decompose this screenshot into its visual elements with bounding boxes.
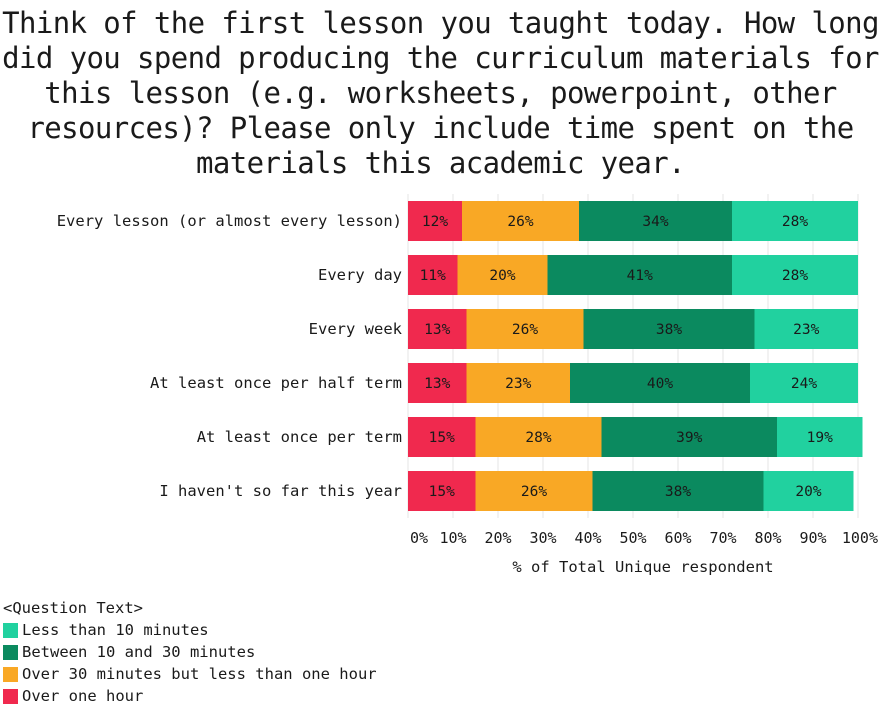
bar-segment — [408, 201, 462, 241]
x-tick-label: 70% — [709, 529, 736, 547]
legend-item: Over one hour — [3, 685, 377, 707]
x-tick-label: 100% — [842, 529, 878, 547]
category-label: At least once per term — [197, 428, 402, 446]
x-tick-label: 30% — [529, 529, 556, 547]
bar-segment — [466, 309, 584, 349]
chart-title: Think of the first lesson you taught tod… — [2, 6, 879, 180]
legend-item: Over 30 minutes but less than one hour — [3, 663, 377, 685]
data-label: 26% — [512, 322, 538, 338]
data-label: 15% — [429, 430, 455, 446]
category-label: At least once per half term — [150, 374, 402, 392]
grid-layer — [407, 194, 859, 518]
bar-segment — [408, 255, 458, 295]
data-label: 20% — [795, 484, 821, 500]
legend-swatch — [3, 666, 18, 682]
x-tick-label: 20% — [484, 529, 511, 547]
category-label: Every day — [318, 266, 402, 284]
bar-segment — [475, 417, 602, 457]
category-label-layer: Every lesson (or almost every lesson) Eve… — [57, 212, 403, 500]
bar-segment — [570, 363, 750, 403]
x-tick-label: 0% — [410, 529, 428, 547]
x-axis-title: % of Total Unique respondent — [512, 558, 773, 576]
legend: <Question Text> Less than 10 minutes Betw… — [3, 597, 377, 707]
legend-label: Between 10 and 30 minutes — [22, 643, 256, 661]
bar-segment — [547, 255, 732, 295]
data-label: 24% — [791, 376, 817, 392]
data-label: 41% — [627, 268, 653, 284]
data-label-layer: 12% 26% 34% 28% 11% 20% 41% 28% 13% 26% 38% 23% 13% 2… — [420, 214, 833, 500]
data-label: 40% — [647, 376, 673, 392]
bar-segment — [732, 201, 858, 241]
data-label: 26% — [507, 214, 533, 230]
bar-segment — [408, 309, 467, 349]
bar-segment — [777, 417, 863, 457]
bar-segment — [408, 471, 476, 511]
bar-segment — [750, 363, 858, 403]
data-label: 12% — [422, 214, 448, 230]
data-label: 38% — [656, 322, 682, 338]
bar-segment — [763, 471, 854, 511]
legend-label: Less than 10 minutes — [22, 621, 209, 639]
data-label: 19% — [807, 430, 833, 446]
x-tick-layer: 0% 10% 20% 30% 40% 50% 60% 70% 80% 90% 100% — [410, 529, 878, 547]
bar-segment — [408, 417, 476, 457]
bar-segment — [462, 201, 579, 241]
legend-swatch — [3, 622, 18, 638]
bar-segment — [408, 363, 467, 403]
data-label: 39% — [676, 430, 702, 446]
legend-label: Over one hour — [22, 687, 144, 705]
data-label: 34% — [642, 214, 668, 230]
legend-swatch — [3, 688, 18, 704]
legend-item: Less than 10 minutes — [3, 619, 377, 641]
data-label: 23% — [793, 322, 819, 338]
data-label: 15% — [429, 484, 455, 500]
bar-segment — [754, 309, 858, 349]
legend-label: Over 30 minutes but less than one hour — [22, 665, 377, 683]
bar-segment — [579, 201, 732, 241]
legend-item: Between 10 and 30 minutes — [3, 641, 377, 663]
bar-layer — [408, 201, 863, 511]
data-label: 28% — [782, 214, 808, 230]
category-label: Every lesson (or almost every lesson) — [57, 212, 402, 230]
data-label: 13% — [424, 322, 450, 338]
x-tick-label: 10% — [439, 529, 466, 547]
x-tick-label: 90% — [799, 529, 826, 547]
bar-segment — [475, 471, 593, 511]
category-label: Every week — [309, 320, 403, 338]
legend-items: Less than 10 minutes Between 10 and 30 mi… — [3, 619, 377, 707]
data-label: 20% — [489, 268, 515, 284]
x-tick-label: 50% — [619, 529, 646, 547]
bar-segment — [601, 417, 777, 457]
category-label: I haven't so far this year — [159, 482, 402, 500]
data-label: 28% — [525, 430, 551, 446]
data-label: 26% — [521, 484, 547, 500]
x-tick-label: 40% — [574, 529, 601, 547]
x-tick-label: 80% — [754, 529, 781, 547]
bar-segment — [583, 309, 755, 349]
bar-segment — [466, 363, 570, 403]
bar-segment — [732, 255, 858, 295]
data-label: 28% — [782, 268, 808, 284]
data-label: 38% — [665, 484, 691, 500]
bar-segment — [592, 471, 764, 511]
data-label: 11% — [420, 268, 446, 284]
bar-segment — [457, 255, 548, 295]
legend-title: <Question Text> — [3, 599, 143, 617]
data-label: 13% — [424, 376, 450, 392]
data-label: 23% — [505, 376, 531, 392]
legend-swatch — [3, 644, 18, 660]
x-tick-label: 60% — [664, 529, 691, 547]
